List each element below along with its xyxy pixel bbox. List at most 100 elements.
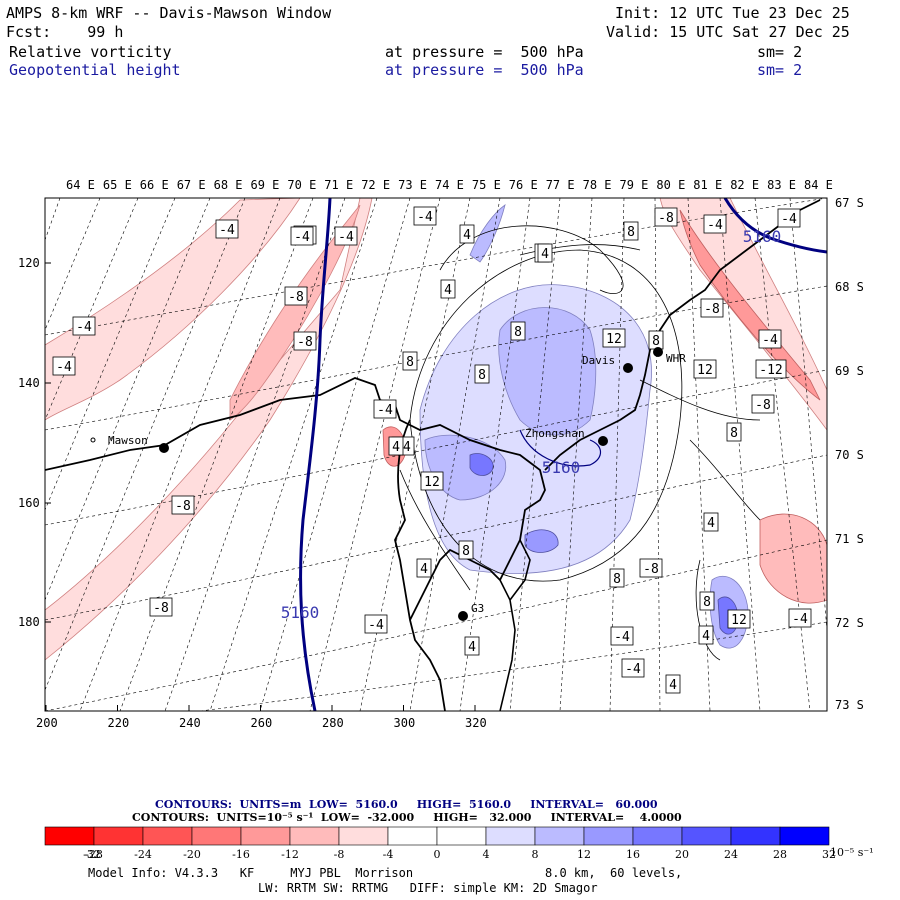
svg-text:-8: -8	[704, 302, 720, 317]
x-tick-label: 260	[251, 716, 273, 730]
svg-text:12: 12	[731, 613, 747, 628]
station-mawson: Mawson	[90, 434, 169, 453]
colorbar-tick-label: -20	[183, 848, 201, 861]
longitude-label: 77 E	[546, 178, 575, 192]
colorbar-tick-label: -16	[232, 848, 250, 861]
x-tick-labels: 200 220 240 260 280 300 320	[36, 705, 487, 730]
height-contour-5160-west	[299, 198, 332, 711]
svg-text:-8: -8	[153, 601, 169, 616]
graticule	[45, 198, 827, 711]
colorbar-cell	[436, 826, 487, 846]
svg-text:-4: -4	[294, 230, 310, 245]
svg-text:-8: -8	[288, 290, 304, 305]
colorbar-cell	[93, 826, 144, 846]
vorticity-label: 4	[665, 674, 681, 694]
vorticity-label: -4	[215, 219, 239, 239]
latitude-label: 71 S	[835, 532, 864, 546]
vorticity-label: 4	[464, 636, 480, 656]
svg-text:8: 8	[406, 355, 414, 370]
colorbar-tick-label: 24	[724, 848, 738, 861]
height-contour-5160-ne	[723, 198, 827, 254]
vorticity-label: -4	[364, 614, 388, 634]
svg-text:-4: -4	[781, 212, 797, 227]
svg-text:-8: -8	[297, 335, 313, 350]
vorticity-label: -4	[373, 399, 397, 419]
vorticity-labels: -4 -8 -4 -8 -4 -8 -4 -4 -8 -4 -4 -4 -8 -4 -12 -8 -8 -8 -4 -…	[52, 206, 812, 694]
y-tick-label: 140	[18, 376, 40, 390]
svg-text:8: 8	[703, 595, 711, 610]
map-body	[45, 198, 827, 711]
colorbar-cell	[338, 826, 389, 846]
colorbar-tick-label: -12	[281, 848, 299, 861]
svg-text:8: 8	[514, 325, 522, 340]
longitude-label: 82 E	[730, 178, 759, 192]
vorticity-label: -8	[284, 286, 308, 306]
vorticity-label: 4	[703, 512, 719, 532]
map-frame	[44, 197, 828, 712]
forecast-hour: Fcst: 99 h	[6, 23, 124, 41]
svg-text:4: 4	[669, 678, 677, 693]
svg-text:-4: -4	[792, 612, 808, 627]
vorticity-label: 12	[602, 328, 626, 348]
colorbar-cell	[681, 826, 732, 846]
svg-text:8: 8	[462, 544, 470, 559]
colorbar-tick-label: -8	[334, 848, 345, 861]
y-tick-labels: 120 140 160 180	[18, 256, 51, 629]
vorticity-label: -4	[334, 226, 358, 246]
longitude-label: 83 E	[767, 178, 796, 192]
physics-info: LW: RRTM SW: RRTMG DIFF: simple KM: 2D S…	[258, 881, 598, 895]
y-tick-label: 120	[18, 256, 40, 270]
vorticity-label: 4	[388, 436, 404, 456]
svg-text:12: 12	[606, 332, 622, 347]
station-g3: G3	[458, 602, 484, 621]
svg-text:4: 4	[444, 283, 452, 298]
stations: Mawson Davis WHR Zhongshan G3	[90, 347, 686, 621]
svg-text:8: 8	[627, 225, 635, 240]
longitude-label: 75 E	[472, 178, 501, 192]
field2-level: at pressure = 500 hPa	[385, 61, 584, 79]
station-davis: Davis	[582, 354, 633, 373]
field1-level: at pressure = 500 hPa	[385, 43, 584, 61]
vorticity-label: 4	[537, 243, 553, 263]
longitude-label: 74 E	[435, 178, 464, 192]
svg-text:-8: -8	[755, 398, 771, 413]
svg-text:-4: -4	[76, 320, 92, 335]
vorticity-label: 8	[510, 321, 526, 341]
vorticity-label: 8	[726, 422, 742, 442]
svg-text:-4: -4	[762, 333, 778, 348]
svg-text:-4: -4	[56, 360, 72, 375]
height-contour-5160-center	[519, 429, 602, 467]
longitude-label: 70 E	[287, 178, 316, 192]
svg-text:-4: -4	[625, 662, 641, 677]
map-title: AMPS 8-km WRF -- Davis-Mawson Window	[6, 4, 332, 22]
longitude-label: 80 E	[656, 178, 685, 192]
colorbar-cell	[191, 826, 242, 846]
longitude-label: 84 E	[804, 178, 833, 192]
longitude-label: 66 E	[140, 178, 169, 192]
longitude-label: 71 E	[324, 178, 353, 192]
latitude-label: 72 S	[835, 616, 864, 630]
vorticity-label: 4	[416, 558, 432, 578]
field1-name: Relative vorticity	[9, 43, 172, 61]
colorbar-cell	[730, 826, 781, 846]
svg-text:8: 8	[730, 426, 738, 441]
vorticity-label: -4	[290, 226, 314, 246]
colorbar-cell	[44, 826, 95, 846]
svg-text:-12: -12	[759, 363, 782, 378]
svg-text:12: 12	[697, 363, 713, 378]
vorticity-label: 12	[420, 471, 444, 491]
vorticity-label: 4	[698, 625, 714, 645]
svg-text:8: 8	[613, 572, 621, 587]
y-tick-label: 180	[18, 615, 40, 629]
svg-text:8: 8	[652, 334, 660, 349]
negative-vorticity-core-east	[679, 209, 821, 401]
vorticity-label: -4	[610, 626, 634, 646]
svg-text:Mawson: Mawson	[108, 434, 148, 447]
svg-text:-8: -8	[643, 562, 659, 577]
svg-text:-4: -4	[417, 210, 433, 225]
svg-text:4: 4	[707, 516, 715, 531]
colorbar-cell	[289, 826, 340, 846]
x-tick-label: 220	[108, 716, 130, 730]
svg-text:4: 4	[463, 228, 471, 243]
coastline-inland	[499, 539, 531, 711]
